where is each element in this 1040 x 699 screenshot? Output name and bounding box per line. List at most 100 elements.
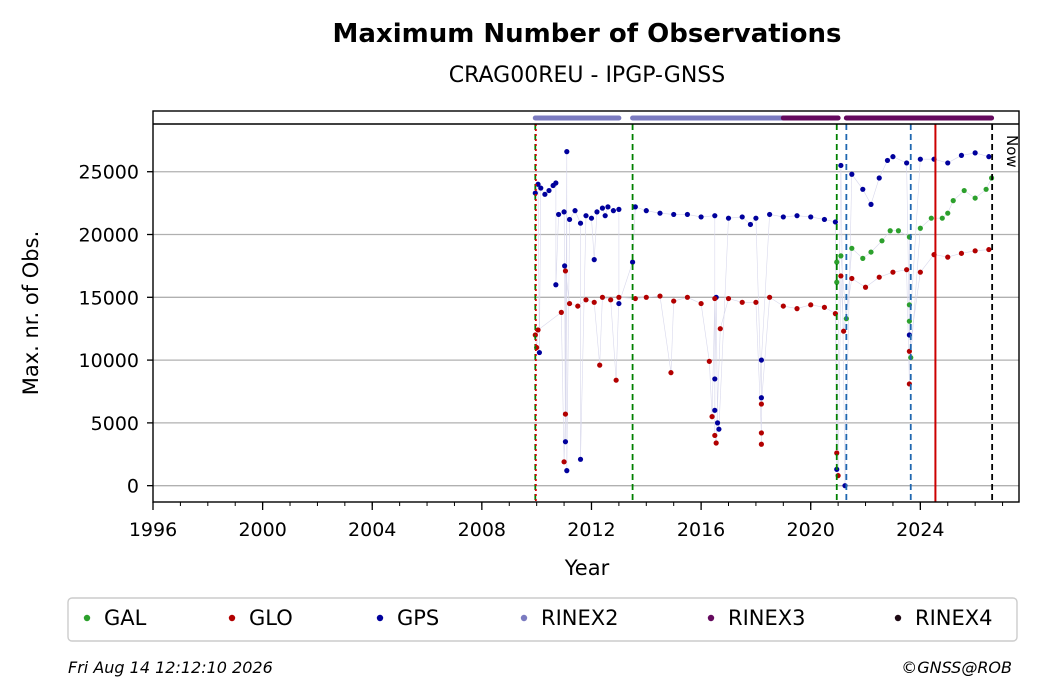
point-gps [860,186,866,192]
legend-label-rinex4: RINEX4 [915,606,993,630]
point-gps [616,300,622,307]
point-glo [739,299,745,305]
legend-marker-rinex3 [707,614,715,622]
point-glo [917,269,923,275]
point-gps [684,211,690,218]
x-tick-label: 1996 [129,519,177,541]
point-glo [838,273,844,279]
point-glo [657,293,663,299]
point-gal [950,198,956,204]
point-gal [972,195,978,201]
point-glo [561,459,567,465]
point-gps [591,257,597,263]
legend: GAL GLO GPS RINEX2 RINEX3 RINEX4 [83,606,993,630]
chart-title: Maximum Number of Observations [333,19,842,49]
footer-copyright: ©GNSS@ROB [901,658,1012,677]
point-gps [594,209,600,215]
point-glo [613,377,619,383]
point-gps [657,210,663,216]
point-gps [564,468,570,474]
point-glo [986,246,992,253]
point-gps [716,426,722,432]
point-gal [895,228,902,234]
point-gal [838,253,844,259]
point-gps [884,157,891,164]
point-gps [610,208,617,214]
point-gps [583,213,589,219]
point-gps [605,204,611,210]
point-glo [821,304,828,310]
x-tick-label: 2020 [787,519,835,541]
point-gps [602,213,608,219]
point-gps [758,395,764,401]
x-tick-label: 2016 [677,519,725,541]
point-glo [972,248,978,254]
x-tick-label: 2004 [348,519,396,541]
point-gps [632,204,638,210]
point-gal [928,215,934,221]
legend-label-rinex3: RINEX3 [728,606,806,630]
point-glo [758,441,764,447]
point-gal [917,225,923,231]
point-gps [616,206,622,212]
point-gps [876,175,882,181]
x-axis-ticks: 1996 2000 2004 2008 2012 2016 2020 2024 [129,502,1004,541]
point-glo [958,250,965,256]
point-gps [747,221,754,228]
point-gps [562,263,568,269]
point-glo [706,358,712,364]
point-gal [860,255,866,261]
point-glo [535,327,541,333]
point-gps [917,156,923,162]
point-glo [583,297,589,303]
point-gps [546,187,552,194]
point-glo [616,294,622,300]
point-gal [879,238,885,244]
point-glo [758,430,764,436]
point-gal [939,215,945,221]
point-gps [538,185,544,191]
point-gps [712,213,718,219]
point-gps [849,171,855,177]
point-glo [599,294,606,300]
point-gps [958,152,965,158]
point-glo [558,309,564,315]
point-gps [561,209,567,215]
point-gps [868,201,874,207]
point-glo [717,326,723,332]
point-glo [767,294,773,300]
connector-gal [836,177,992,358]
x-axis-label: Year [564,556,610,580]
point-gps [542,191,548,197]
point-gal [834,279,840,285]
point-glo [671,298,677,304]
point-glo [725,295,732,302]
x-tick-label: 2012 [567,519,615,541]
point-gal [945,210,951,216]
point-gps [572,208,578,214]
y-tick-label: 0 [127,476,139,498]
point-gps [629,259,636,265]
point-gps [890,154,896,160]
point-gps [712,407,718,413]
point-glo [562,268,569,274]
point-gps [671,211,677,218]
series-connector-lines [535,151,992,486]
point-gps [821,216,828,223]
point-gps [553,180,559,186]
legend-marker-gal [83,614,91,622]
point-gps [577,456,584,462]
legend-marker-gps [376,614,384,622]
point-glo [904,267,910,273]
footer-timestamp: Fri Aug 14 12:12:10 2026 [68,658,273,677]
point-gal [887,228,893,234]
point-gps [725,215,732,221]
legend-label-rinex2: RINEX2 [541,606,619,630]
point-glo [698,300,704,307]
point-glo [597,362,603,368]
x-tick-label: 2024 [896,519,944,541]
point-gps [643,208,649,214]
y-tick-label: 10000 [79,350,139,372]
event-lines [534,124,994,502]
